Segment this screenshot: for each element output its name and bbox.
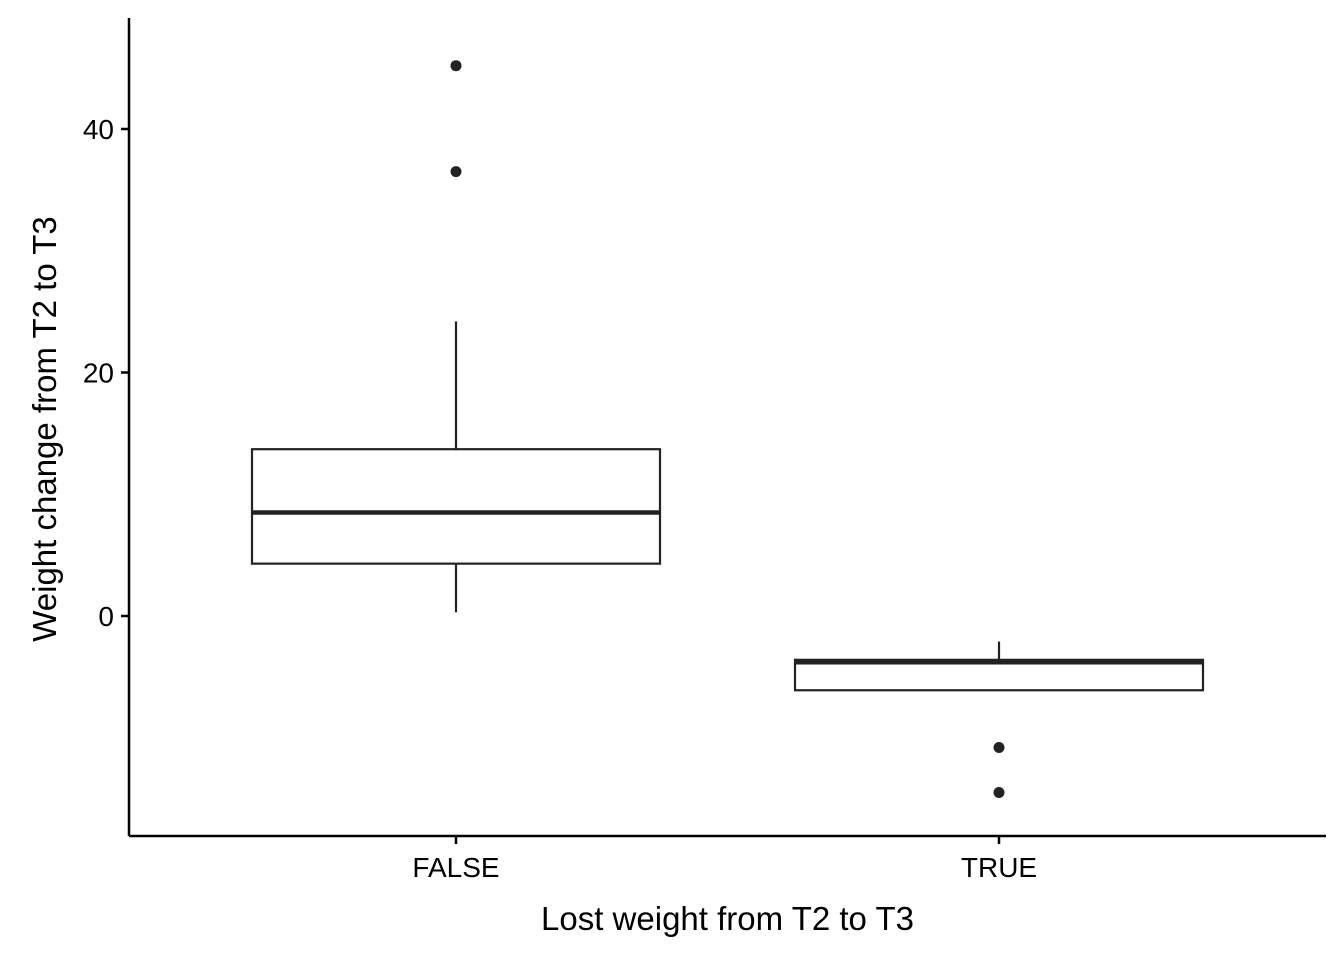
y-tick-label: 0 [98,601,114,632]
box-iqr [250,448,662,565]
outlier-point [993,741,1005,753]
x-tick-label: FALSE [412,852,499,883]
y-axis-ticks: 0 20 40 [83,114,129,632]
outlier-point [450,166,462,178]
box-iqr [793,658,1205,692]
y-tick-label: 40 [83,114,114,145]
outlier-point [993,787,1005,799]
plot-area [250,60,1205,799]
box-group-true [793,641,1205,799]
x-axis-title: Lost weight from T2 to T3 [541,900,914,937]
y-tick-label: 20 [83,358,114,389]
box-group-false [250,60,662,613]
outlier-point [450,60,462,72]
x-axis-ticks: FALSE TRUE [412,836,1037,883]
y-axis-title: Weight change from T2 to T3 [26,216,63,642]
x-tick-label: TRUE [961,852,1037,883]
